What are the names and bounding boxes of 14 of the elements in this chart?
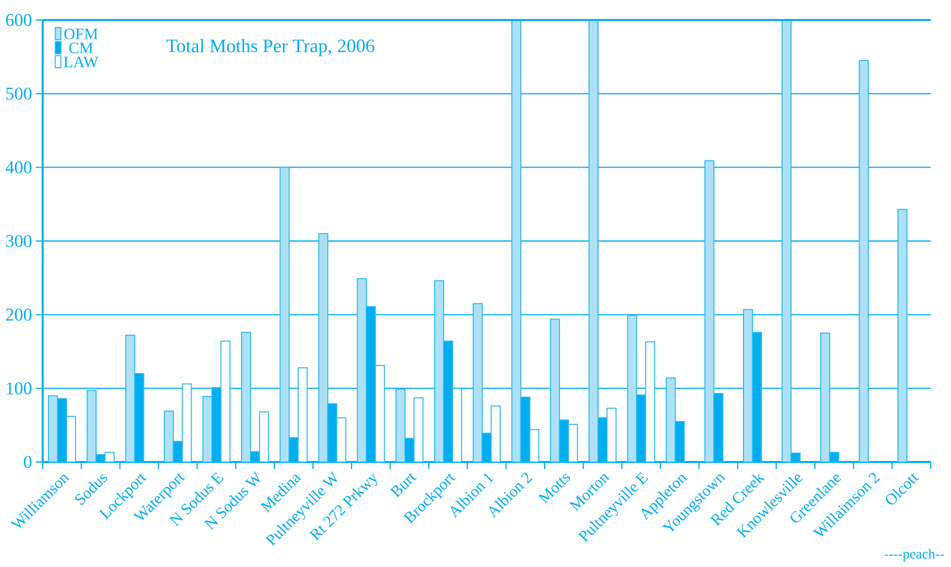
- y-tick-label: 300: [6, 234, 32, 248]
- y-tick-label: 0: [24, 456, 32, 468]
- legend-label: OFM: [64, 28, 98, 40]
- bar: [897, 208, 908, 462]
- legend-label: LAW: [64, 56, 98, 68]
- y-tick-label: 400: [6, 161, 32, 174]
- y-tick-label: 100: [6, 382, 32, 394]
- y-tick-label: 200: [6, 308, 32, 321]
- y-tick-label: 500: [6, 88, 32, 100]
- text: ----peach--: [884, 548, 944, 562]
- bar: [858, 60, 869, 462]
- legend-label: CM: [69, 42, 93, 54]
- text: Total Moths Per Trap, 2006: [166, 38, 374, 56]
- y-tick-label: 600: [6, 14, 32, 26]
